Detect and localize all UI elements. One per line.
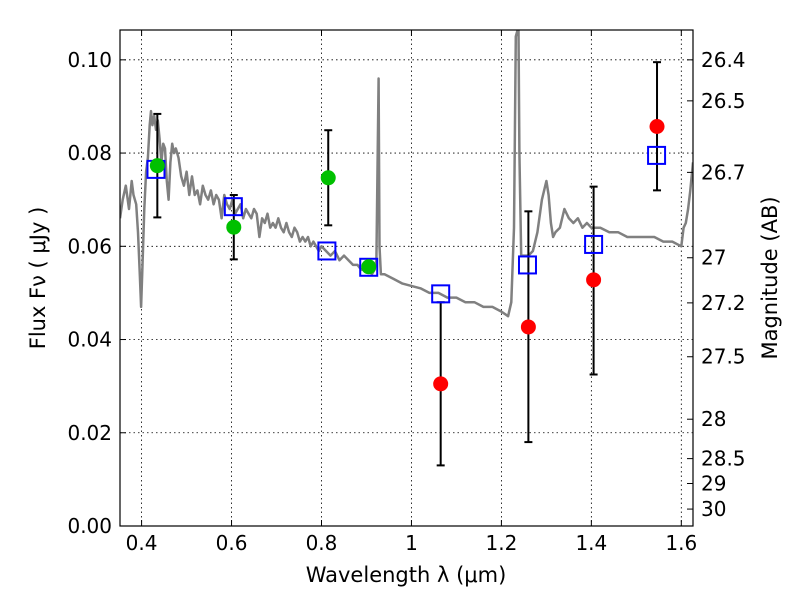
observed-optical-point bbox=[226, 219, 242, 235]
y-tick-label: 0.04 bbox=[67, 328, 112, 352]
right-axis-label: Magnitude (AB) bbox=[758, 196, 782, 359]
x-tick-label: 1.6 bbox=[665, 531, 697, 555]
y-tick-label: 0.08 bbox=[67, 141, 112, 165]
right-tick-label: 27 bbox=[701, 246, 726, 270]
plot-area bbox=[120, 30, 693, 467]
model-photometry-square bbox=[431, 284, 451, 304]
right-tick-label: 27.2 bbox=[701, 291, 746, 315]
plot-frame bbox=[119, 29, 694, 527]
observed-optical-point bbox=[149, 158, 165, 174]
series-layer bbox=[120, 30, 693, 318]
observed-optical-point bbox=[320, 170, 336, 186]
model-photometry-square bbox=[584, 234, 604, 254]
x-tick-label: 1.2 bbox=[485, 531, 517, 555]
right-tick-label: 26.7 bbox=[701, 160, 746, 184]
y-axis-label: Flux Fν ( μJy ) bbox=[26, 207, 50, 350]
grid-lines bbox=[120, 30, 693, 527]
model-photometry-square bbox=[359, 257, 379, 277]
observed-nir-point bbox=[586, 272, 602, 288]
right-tick-label: 28.5 bbox=[701, 447, 746, 471]
sed-model-line bbox=[120, 30, 693, 318]
observed-nir-point bbox=[520, 319, 536, 335]
right-tick-label: 27.5 bbox=[701, 345, 746, 369]
observed-optical-point bbox=[361, 259, 377, 275]
x-tick-label: 0.6 bbox=[216, 531, 248, 555]
observed-nir-point bbox=[649, 118, 665, 134]
right-tick-label: 28 bbox=[701, 407, 726, 431]
model-photometry-square bbox=[517, 255, 537, 275]
x-tick-label: 0.4 bbox=[126, 531, 158, 555]
right-tick-label: 29 bbox=[701, 471, 726, 495]
observed-nir-point bbox=[433, 376, 449, 392]
model-photometry-square bbox=[223, 197, 243, 217]
x-axis-label: Wavelength λ (μm) bbox=[306, 563, 507, 587]
y-tick-label: 0.00 bbox=[67, 514, 112, 538]
right-tick-label: 26.4 bbox=[701, 48, 746, 72]
axis-ticks: 0.4 0.6 0.8 1 1.2 1.4 1.6 0.00 0.02 0.04 0.06 0.08 0… bbox=[67, 30, 746, 555]
x-tick-label: 1 bbox=[405, 531, 418, 555]
x-tick-label: 1.4 bbox=[575, 531, 607, 555]
model-photometry-square bbox=[647, 145, 667, 165]
y-tick-label: 0.02 bbox=[67, 421, 112, 445]
y-tick-label: 0.06 bbox=[67, 234, 112, 258]
right-tick-label: 26.5 bbox=[701, 89, 746, 113]
right-tick-label: 30 bbox=[701, 497, 726, 521]
y-tick-label: 0.10 bbox=[67, 48, 112, 72]
marker-layer bbox=[146, 61, 667, 467]
model-photometry-square bbox=[317, 241, 337, 261]
x-tick-label: 0.8 bbox=[306, 531, 338, 555]
